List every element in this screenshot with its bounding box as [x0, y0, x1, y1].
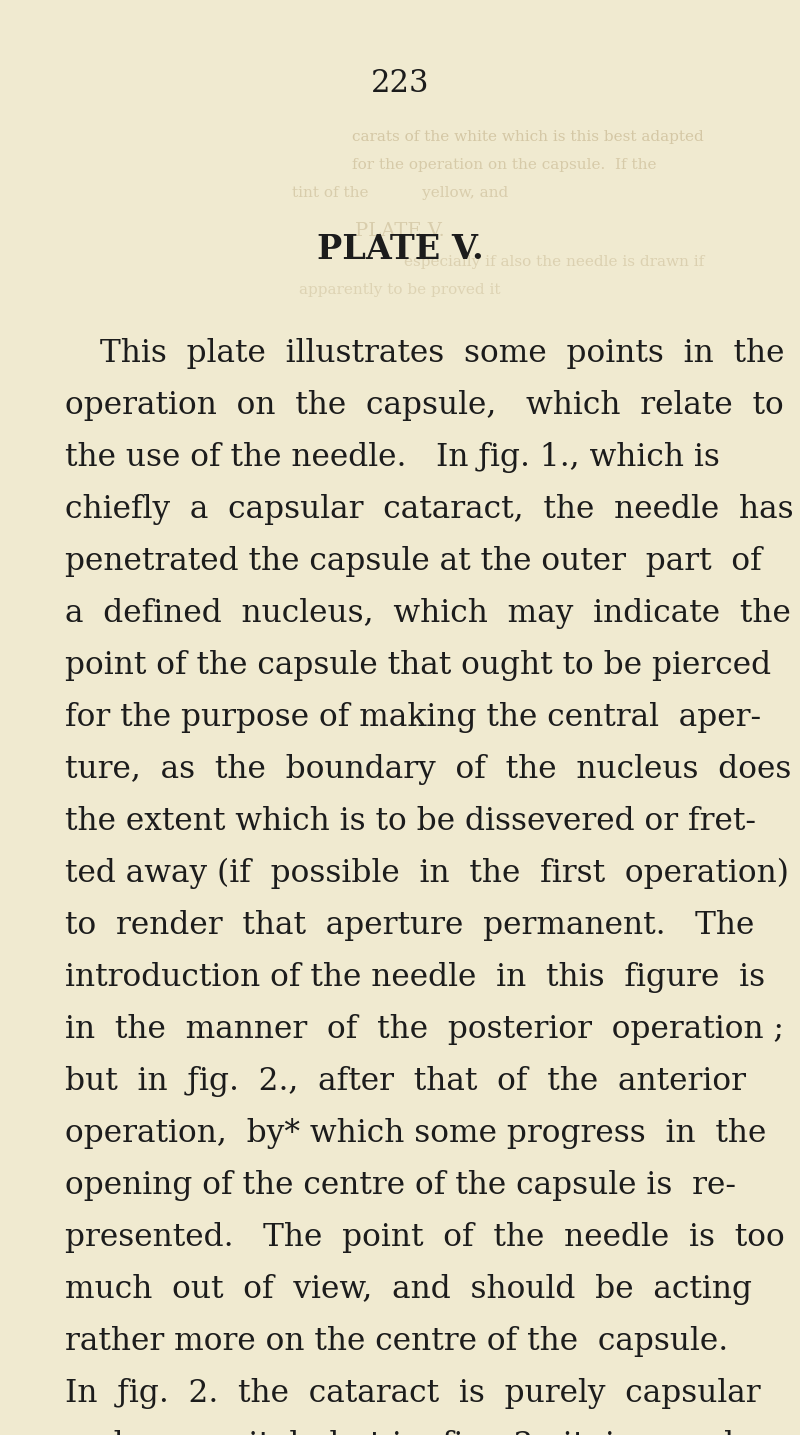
Text: operation,  by* which some progress  in  the: operation, by* which some progress in th… — [65, 1118, 766, 1149]
Text: but  in  ƒig.  2.,  after  that  of  the  anterior: but in ƒig. 2., after that of the anteri… — [65, 1066, 746, 1096]
Text: introduction of the needle  in  this  figure  is: introduction of the needle in this figur… — [65, 961, 765, 993]
Text: penetrated the capsule at the outer  part  of: penetrated the capsule at the outer part… — [65, 545, 762, 577]
Text: a  defined  nucleus,  which  may  indicate  the: a defined nucleus, which may indicate th… — [65, 598, 791, 629]
Text: apparently to be proved it: apparently to be proved it — [299, 283, 501, 297]
Text: opening of the centre of the capsule is  re-: opening of the centre of the capsule is … — [65, 1170, 736, 1201]
Text: in  the  manner  of  the  posterior  operation ;: in the manner of the posterior operation… — [65, 1015, 784, 1045]
Text: ture,  as  the  boundary  of  the  nucleus  does: ture, as the boundary of the nucleus doe… — [65, 753, 791, 785]
Text: presented.   The  point  of  the  needle  is  too: presented. The point of the needle is to… — [65, 1223, 785, 1253]
Text: operation  on  the  capsule,   which  relate  to: operation on the capsule, which relate t… — [65, 390, 784, 420]
Text: for the operation on the capsule.  If the: for the operation on the capsule. If the — [351, 158, 656, 172]
Text: PLATE V.: PLATE V. — [317, 232, 483, 265]
Text: 223: 223 — [370, 67, 430, 99]
Text: point of the capsule that ought to be pierced: point of the capsule that ought to be pi… — [65, 650, 771, 682]
Text: and congenital ; but in  ƒig.  3.  it  is  purely: and congenital ; but in ƒig. 3. it is pu… — [65, 1431, 752, 1435]
Text: In  ƒig.  2.  the  cataract  is  purely  capsular: In ƒig. 2. the cataract is purely capsul… — [65, 1378, 761, 1409]
Text: This  plate  illustrates  some  points  in  the: This plate illustrates some points in th… — [100, 339, 785, 369]
Text: especially if also the needle is drawn if: especially if also the needle is drawn i… — [404, 255, 704, 268]
Text: the use of the needle.   In ƒig. 1., which is: the use of the needle. In ƒig. 1., which… — [65, 442, 720, 474]
Text: the extent which is to be dissevered or fret-: the extent which is to be dissevered or … — [65, 806, 756, 837]
Text: for the purpose of making the central  aper-: for the purpose of making the central ap… — [65, 702, 761, 733]
Text: tint of the           yellow, and: tint of the yellow, and — [292, 187, 508, 199]
Text: ted away (if  possible  in  the  first  operation): ted away (if possible in the first opera… — [65, 858, 789, 890]
Text: to  render  that  aperture  permanent.   The: to render that aperture permanent. The — [65, 910, 754, 941]
Text: rather more on the centre of the  capsule.: rather more on the centre of the capsule… — [65, 1326, 728, 1358]
Text: chiefly  a  capsular  cataract,  the  needle  has: chiefly a capsular cataract, the needle … — [65, 494, 794, 525]
Text: PLATE V.: PLATE V. — [355, 222, 445, 240]
Text: much  out  of  view,  and  should  be  acting: much out of view, and should be acting — [65, 1274, 752, 1304]
Text: carats of the white which is this best adapted: carats of the white which is this best a… — [352, 131, 704, 144]
